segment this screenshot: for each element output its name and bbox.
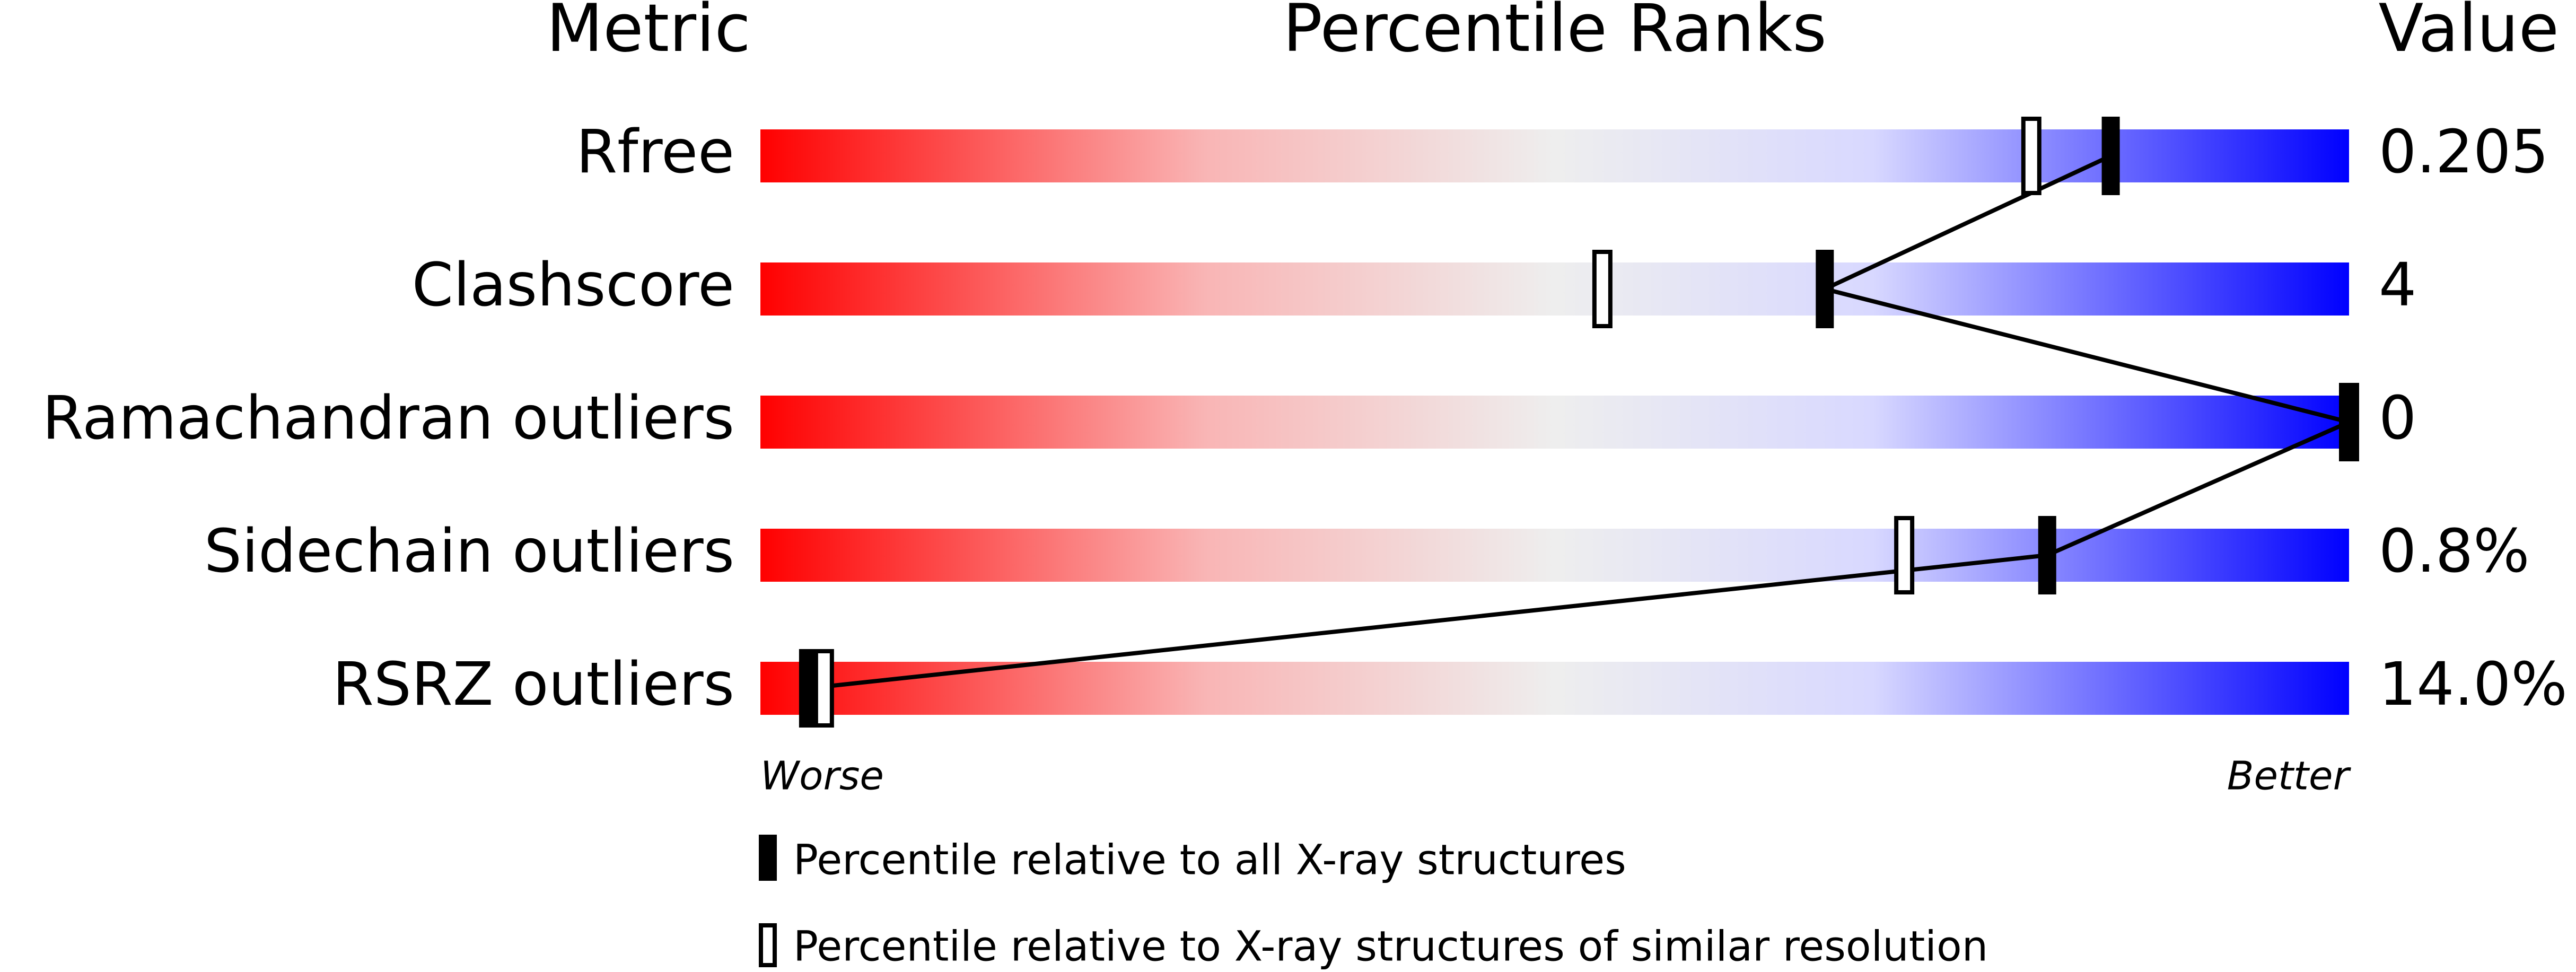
absolute-marker: [2101, 117, 2120, 195]
metric-label: Rfree: [576, 118, 734, 187]
absolute-marker: [799, 649, 817, 728]
legend-swatch: [759, 835, 777, 881]
relative-marker: [2021, 117, 2041, 195]
absolute-marker: [1816, 250, 1834, 328]
metric-label: RSRZ outliers: [332, 650, 734, 719]
metric-value: 14.0%: [2379, 650, 2568, 719]
absolute-marker: [2340, 383, 2358, 461]
percentile-bar: [760, 396, 2349, 449]
metric-label: Ramachandran outliers: [42, 384, 734, 453]
percentile-bar: [760, 262, 2349, 316]
percentile-bar: [760, 662, 2349, 715]
relative-marker: [1592, 250, 1613, 328]
axis-high-label: Better: [2227, 754, 2352, 799]
header-value: Value: [2378, 0, 2559, 67]
metric-value: 4: [2379, 251, 2416, 320]
metric-label: Sidechain outliers: [204, 517, 734, 586]
relative-marker: [1894, 516, 1915, 594]
legend-label: Percentile relative to X-ray structures …: [793, 923, 1988, 970]
legend-swatch: [759, 923, 777, 967]
metric-value: 0.205: [2379, 118, 2549, 187]
absolute-marker: [2038, 516, 2056, 594]
metric-value: 0.8%: [2379, 517, 2530, 586]
relative-marker: [813, 649, 834, 728]
header-metric: Metric: [546, 0, 751, 67]
metric-value: 0: [2379, 384, 2416, 453]
metric-label: Clashscore: [412, 251, 734, 320]
percentile-bar: [760, 529, 2349, 582]
axis-low-label: Worse: [760, 754, 884, 799]
percentile-bar: [760, 129, 2349, 182]
header-ranks: Percentile Ranks: [1283, 0, 1827, 67]
legend-label: Percentile relative to all X-ray structu…: [793, 836, 1626, 884]
